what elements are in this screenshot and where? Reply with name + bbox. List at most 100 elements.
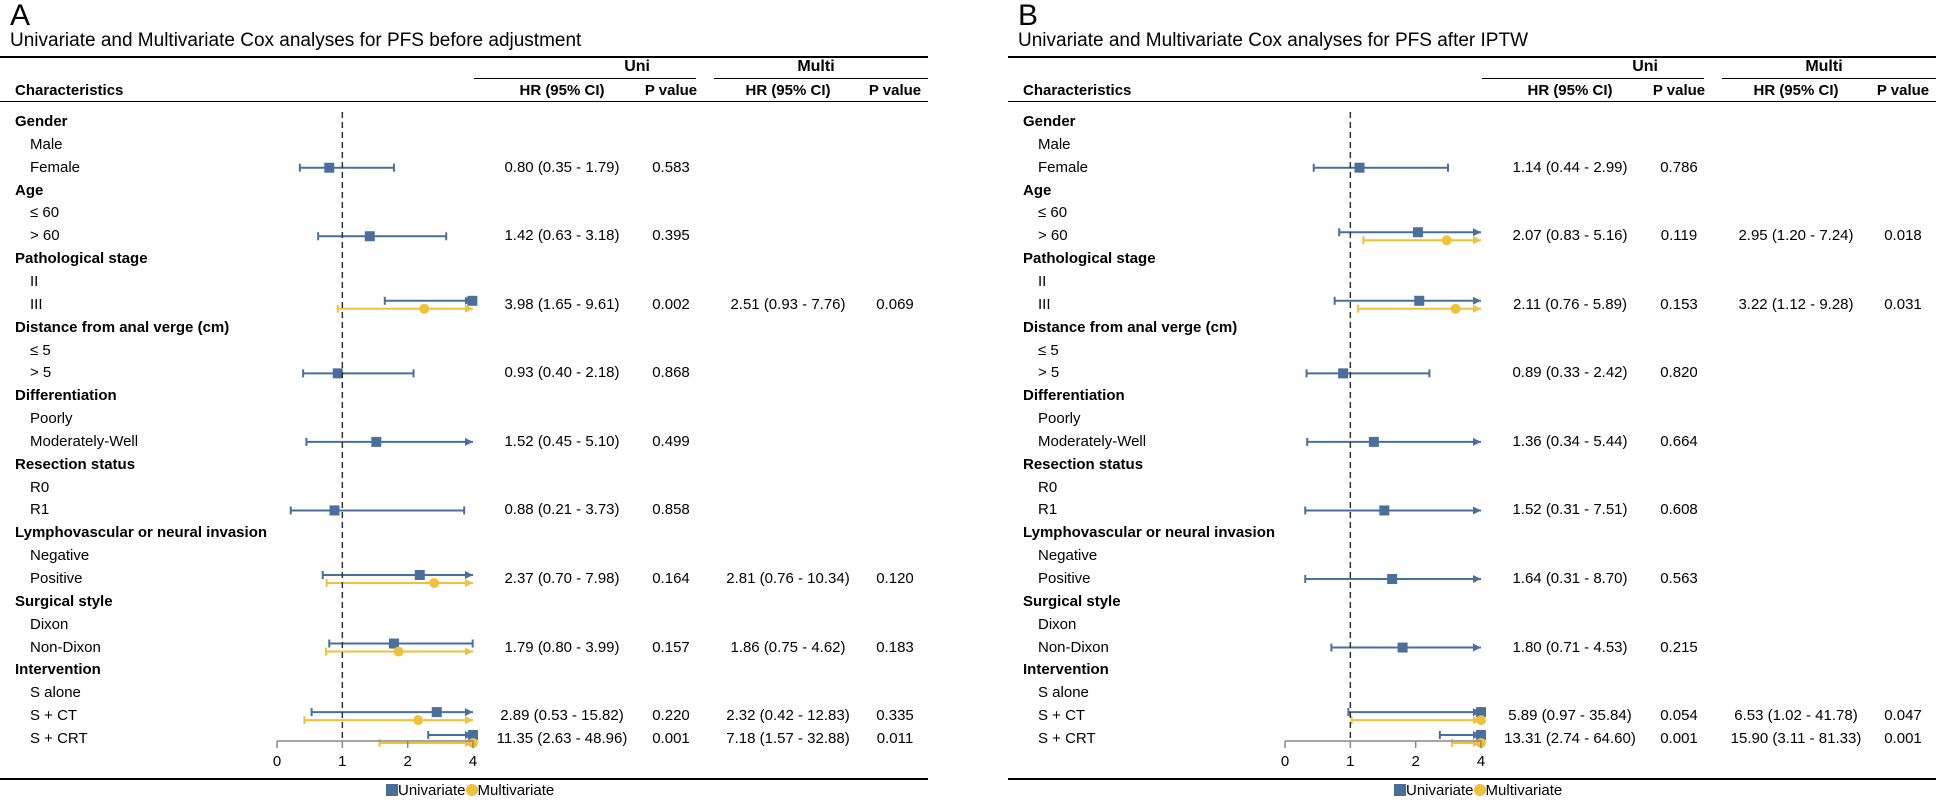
multi-p-value: 0.120 [876,570,914,587]
uni-ci-arrow [1473,575,1481,583]
multi-hr-value: 1.86 (0.75 - 4.62) [730,638,846,656]
uni-hr-value: 1.52 (0.45 - 5.10) [504,432,620,450]
multi-header-rule [1722,78,1936,79]
uni-hr-value: 0.93 (0.40 - 2.18) [504,364,620,382]
level-label: Moderately-Well [1038,432,1147,450]
multi-p-value: 0.183 [876,638,914,656]
uni-point [1397,642,1408,653]
level-label: S + CT [1038,707,1086,725]
level-label: > 60 [30,227,60,245]
uni-ci-arrow [1473,228,1481,237]
uni-hr-value: 1.14 (0.44 - 2.99) [1512,158,1628,176]
panel-title: Univariate and Multivariate Cox analyses… [10,30,582,51]
category-label: Distance from anal verge (cm) [15,318,230,336]
level-label: S + CRT [1038,729,1096,747]
category-label: Differentiation [1023,387,1125,405]
uni-hr-value: 2.37 (0.70 - 7.98) [504,570,620,587]
uni-p-value: 0.001 [1660,729,1698,747]
category-label: Age [15,181,44,199]
uni-p-value: 0.395 [652,227,690,245]
uni-hr-value: 2.07 (0.83 - 5.16) [1512,227,1628,245]
level-label: > 60 [1038,227,1068,245]
uni-header-rule [1482,78,1704,79]
multi-p-value: 0.047 [1884,707,1922,725]
level-label: Negative [30,547,90,565]
uni-group-header: Uni [624,58,650,75]
uni-point [1476,707,1486,718]
uni-hr-value: 11.35 (2.63 - 48.96) [496,729,628,747]
uni-hr-value: 0.88 (0.21 - 3.73) [504,501,620,519]
characteristics-header: Characteristics [15,82,124,99]
level-label: R0 [1038,478,1058,496]
uni-point [1379,505,1390,516]
level-label: Non-Dixon [1038,638,1109,656]
uni-p-header: P value [644,82,698,99]
bottom-rule [0,778,928,780]
uni-p-value: 0.054 [1660,707,1698,725]
level-label: Non-Dixon [30,638,101,656]
x-tick-label: 0 [1281,753,1289,770]
forest-plot: 0 1 2 4 [273,112,478,770]
multi-hr-value: 2.32 (0.42 - 12.83) [726,707,850,725]
level-label: Poorly [1038,410,1081,428]
multi-hr-header: HR (95% CI) [1753,82,1839,99]
multi-hr-header: HR (95% CI) [745,82,831,99]
multi-point [1476,715,1486,726]
multi-point [429,578,440,588]
level-label: Female [1038,158,1089,176]
x-tick-label: 4 [469,753,477,770]
category-label: Intervention [15,661,101,679]
panel-title: Univariate and Multivariate Cox analyses… [1018,30,1529,51]
multi-point [1450,303,1461,314]
uni-ci-arrow [465,437,473,446]
univariate-legend-label: Univariate [398,782,466,799]
uni-p-value: 0.119 [1660,227,1698,245]
uni-p-header: P value [1652,82,1706,99]
level-label: Male [1038,135,1071,153]
x-tick-label: 2 [1411,753,1419,770]
uni-ci-arrow [1473,506,1481,515]
x-tick-label: 2 [403,753,411,770]
panel-letter: A [10,0,31,32]
level-label: Positive [30,570,83,587]
uni-p-value: 0.499 [652,432,690,450]
multivariate-swatch [465,784,478,796]
forest-panel-a: A Univariate and Multivariate Cox analys… [0,0,940,804]
uni-point [1354,162,1365,173]
uni-hr-value: 1.36 (0.34 - 5.44) [1512,432,1628,450]
level-label: II [30,272,39,290]
uni-point [1387,574,1398,584]
multi-hr-value: 6.53 (1.02 - 41.78) [1734,707,1858,725]
uni-hr-value: 2.89 (0.53 - 15.82) [500,707,624,725]
level-label: Positive [1038,570,1091,587]
multi-ci-arrow [465,579,473,587]
uni-ci-arrow [1473,296,1481,305]
category-label: Resection status [15,455,136,473]
category-label: Lymphovascular or neural invasion [15,524,268,542]
multi-ci-arrow [1473,236,1481,245]
top-rule [0,56,928,58]
uni-p-value: 0.164 [652,570,690,587]
multi-point [419,303,430,314]
uni-p-value: 0.868 [652,364,690,382]
category-label: Pathological stage [15,250,148,268]
uni-p-value: 0.157 [652,638,690,656]
characteristics-header: Characteristics [1023,82,1132,99]
x-tick-label: 0 [273,753,281,770]
uni-point [467,295,478,306]
multi-hr-value: 2.95 (1.20 - 7.24) [1738,227,1854,245]
uni-point [1368,436,1379,447]
multi-group-header: Multi [797,58,835,75]
uni-p-value: 0.583 [652,158,690,176]
category-label: Resection status [1023,455,1144,473]
level-label: II [1038,272,1047,290]
uni-hr-value: 1.42 (0.63 - 3.18) [504,227,620,245]
multi-p-value: 0.018 [1884,227,1922,245]
level-label: Male [30,135,63,153]
multi-p-header: P value [868,82,922,99]
level-label: Moderately-Well [30,432,139,450]
univariate-legend-label: Univariate [1406,782,1474,799]
uni-point [371,436,382,447]
level-label: S + CT [30,707,78,725]
multi-hr-value: 7.18 (1.57 - 32.88) [726,729,850,747]
